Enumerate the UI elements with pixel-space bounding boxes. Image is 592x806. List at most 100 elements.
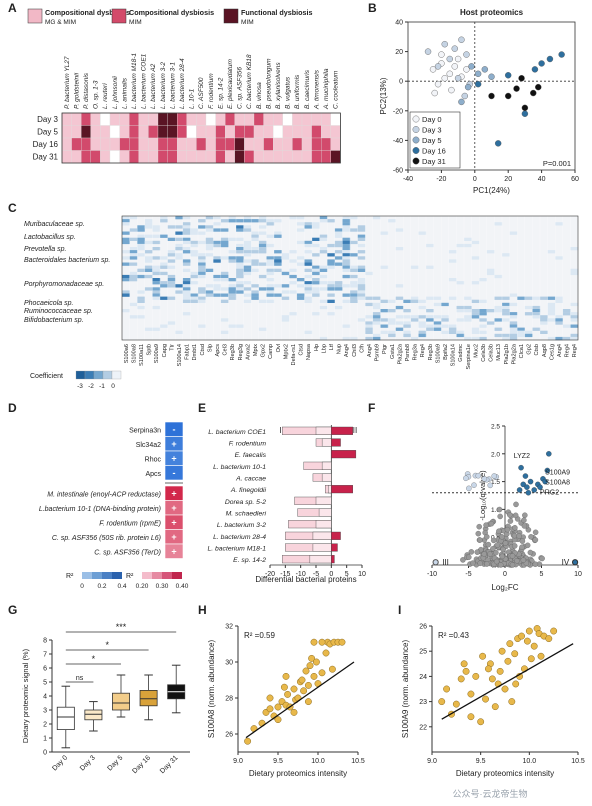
data-point (488, 520, 495, 527)
data-point (518, 75, 525, 82)
legend-swatch (27, 8, 43, 24)
y-tick-label: 4 (43, 694, 47, 701)
heatmap-cell (109, 137, 120, 151)
protein-label: Ltf (329, 344, 335, 351)
category-label: E. sp. 14-2 (233, 557, 266, 564)
heatmap-cell (137, 290, 145, 294)
data-point (494, 140, 502, 147)
heatmap-cell (129, 315, 138, 319)
heatmap-cell (213, 240, 221, 245)
heatmap-cell (274, 234, 282, 238)
heatmap-cell (225, 137, 235, 151)
column-label: B. pseudolongum (265, 58, 272, 109)
heatmap-cell (160, 296, 168, 300)
heatmap-cell (448, 250, 457, 254)
heatmap-cell (266, 299, 275, 303)
protein-label: Reg4 (420, 344, 426, 357)
heatmap-cell (122, 237, 130, 241)
bar-mim (315, 520, 332, 529)
heatmap-cell (258, 299, 267, 303)
heatmap-cell (327, 284, 335, 288)
data-point (468, 549, 475, 555)
fit-line (441, 643, 574, 720)
heatmap-cell (243, 287, 252, 291)
data-point (507, 518, 514, 524)
heatmap-cell (234, 137, 245, 151)
x-tick-label: 0 (503, 571, 507, 578)
heatmap-cell (81, 112, 91, 126)
data-point (504, 657, 512, 665)
x-tick-label: 9.0 (427, 758, 437, 765)
data-point (494, 542, 501, 548)
column-label: L. reuteri (102, 83, 109, 109)
data-point-up (524, 484, 530, 490)
heatmap-cell (486, 271, 495, 276)
protein-callout: S100A8 (545, 479, 570, 486)
heatmap-cell (330, 125, 341, 139)
heatmap-cell (304, 225, 313, 229)
heatmap-cell (479, 309, 487, 313)
heatmap-cell (220, 228, 229, 232)
bar-mim (321, 461, 332, 470)
heatmap-cell (100, 125, 111, 139)
protein-label: Defa-rs1 (291, 344, 297, 365)
bar-up (331, 531, 341, 540)
legend-label: Day 31 (422, 157, 446, 166)
heatmap-cell (152, 225, 161, 229)
heatmap-cell (312, 278, 320, 282)
data-point (474, 70, 482, 78)
heatmap-cell (395, 296, 404, 300)
data-point (302, 667, 310, 675)
heatmap-cell (243, 219, 252, 223)
heatmap-cell (148, 137, 159, 151)
heatmap-cell (350, 265, 358, 269)
heatmap-cell (182, 290, 191, 294)
x-axis-label: Log₂FC (491, 583, 518, 592)
heatmap-cell (190, 228, 199, 232)
heatmap-cell (167, 112, 178, 126)
data-point (490, 537, 497, 544)
heatmap-cell (334, 250, 343, 254)
heatmap-cell (357, 281, 366, 285)
heatmap-cell (319, 265, 328, 269)
heatmap-cell (319, 250, 328, 254)
heatmap-cell (357, 228, 366, 232)
data-point (460, 557, 466, 563)
data-point (520, 557, 527, 563)
colorbar1-tick: 0.4 (117, 583, 126, 590)
protein-label: Apcs (215, 344, 221, 357)
heatmap-cell (312, 237, 320, 241)
heatmap-cell (266, 271, 275, 276)
data-point (537, 652, 545, 660)
heatmap-cell (196, 150, 207, 164)
heatmap-cell (418, 324, 427, 328)
taxon-label: Ruminococcaceae sp. (24, 308, 93, 315)
heatmap-cell (220, 256, 229, 260)
category-label: Day 5 (107, 754, 125, 772)
heatmap-cell (570, 318, 579, 322)
heatmap-cell (122, 293, 130, 297)
heatmap-cell (433, 302, 442, 307)
data-point (490, 546, 496, 552)
data-point-up (527, 478, 534, 485)
heatmap-cell (157, 150, 168, 164)
data-point (508, 698, 516, 706)
sign-label: + (171, 453, 176, 463)
heatmap-cell (380, 324, 389, 328)
protein-label: Gp2 (527, 344, 533, 355)
protein-label: S100a6 (124, 344, 130, 363)
box (56, 706, 75, 731)
heatmap-cell (205, 290, 214, 294)
data-point (454, 55, 462, 63)
heatmap-cell (570, 302, 579, 307)
panel-label-e: E (198, 401, 206, 415)
data-point (485, 665, 492, 673)
data-point (318, 669, 326, 677)
data-point (451, 45, 458, 52)
heatmap-cell (182, 299, 191, 303)
heatmap-cell (198, 253, 206, 257)
heatmap-cell (236, 274, 244, 279)
heatmap-cell (342, 237, 351, 241)
heatmap-cell (182, 228, 191, 232)
